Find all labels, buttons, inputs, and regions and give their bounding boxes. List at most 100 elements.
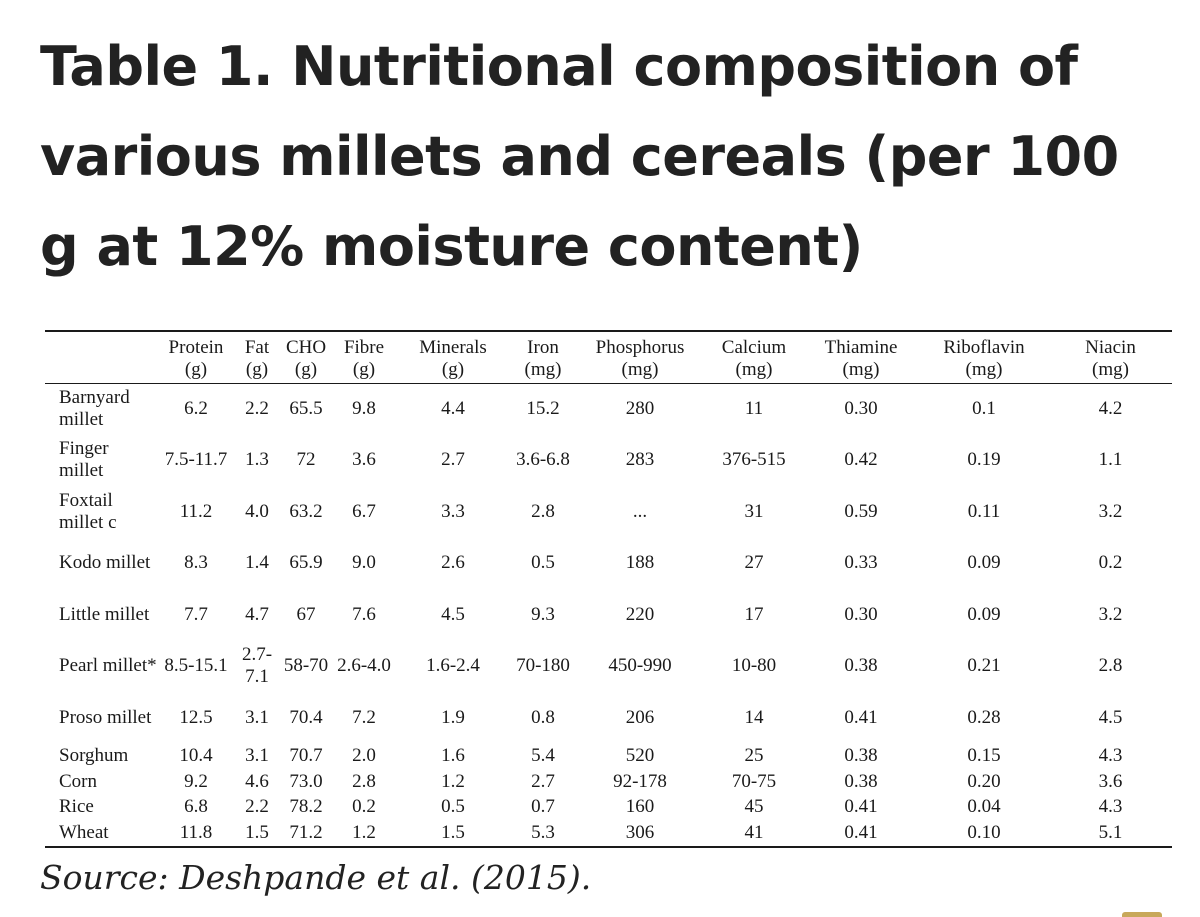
table-cell: 10-80 xyxy=(731,655,777,677)
source-citation: Source: Deshpande et al. (2015). xyxy=(40,858,592,897)
table-cell: 0.11 xyxy=(967,500,1001,522)
table-cell: 9.3 xyxy=(531,603,555,625)
table-top-rule xyxy=(45,330,1172,332)
row-label: Wheat xyxy=(59,821,109,843)
table-cell: 2.6 xyxy=(441,552,465,574)
table-cell: 3.2 xyxy=(1098,603,1123,625)
table-row: Pearl millet* 8.5-15.1 2.7-7.1 58-70 2.6-4.0… xyxy=(45,641,1172,693)
table-cell: 11.2 xyxy=(179,500,213,522)
table-cell: 0.38 xyxy=(844,655,878,677)
table-cell: 41 xyxy=(744,821,764,843)
table-cell: 70-75 xyxy=(731,770,777,792)
table-cell: 5.3 xyxy=(531,821,555,843)
column-header: Fat (g) xyxy=(244,336,270,380)
table-row: Proso millet 12.5 3.1 70.4 7.2 1.9 0.8 206 14 0.4… xyxy=(45,692,1172,744)
column-header: Niacin (mg) xyxy=(1085,336,1136,380)
table-cell: 283 xyxy=(625,449,655,471)
table-title: Table 1. Nutritional composition of vari… xyxy=(40,35,1119,278)
table-cell: 11.8 xyxy=(179,821,213,843)
table-row: Finger millet 7.5-11.7 1.3 72 3.6 2.7 3.6-6.8 2… xyxy=(45,435,1172,487)
table-cell: 0.41 xyxy=(844,706,878,728)
table-cell: 73.0 xyxy=(289,770,323,792)
table-cell: 3.2 xyxy=(1098,500,1123,522)
table-cell: 3.6-6.8 xyxy=(516,449,570,471)
table-cell: 0.09 xyxy=(967,552,1001,574)
table-cell: 0.30 xyxy=(844,397,878,419)
table-cell: 0.38 xyxy=(844,745,878,767)
table-cell: 2.8 xyxy=(352,770,376,792)
table-cell: 0.10 xyxy=(967,821,1001,843)
row-label: Finger millet xyxy=(59,438,109,482)
table-cell: 188 xyxy=(625,552,655,574)
table-cell: 12.5 xyxy=(179,706,213,728)
table-cell: 1.3 xyxy=(245,449,269,471)
table-cell: 1.2 xyxy=(352,821,376,843)
table-cell: 220 xyxy=(625,603,655,625)
table-row: Wheat 11.8 1.5 71.2 1.2 1.5 5.3 306 41 0.41 0.10 5.… xyxy=(45,820,1172,846)
table-row: Barnyard millet 6.2 2.2 65.5 9.8 4.4 15.2 280 11… xyxy=(45,383,1172,435)
table-cell: 2.8 xyxy=(531,500,555,522)
table-cell: 0.38 xyxy=(844,770,878,792)
table-cell: 306 xyxy=(625,821,655,843)
table-cell: 1.5 xyxy=(441,821,465,843)
table-cell: 3.1 xyxy=(245,706,269,728)
table-cell: 25 xyxy=(744,745,764,767)
column-header: Protein (g) xyxy=(168,336,224,380)
table-cell: 4.0 xyxy=(245,500,269,522)
table-cell: 0.30 xyxy=(844,603,878,625)
table-cell: 4.3 xyxy=(1098,796,1123,818)
table-cell: 280 xyxy=(625,397,655,419)
table-cell: 27 xyxy=(744,552,764,574)
table-cell: 17 xyxy=(744,603,764,625)
table-cell: 1.2 xyxy=(441,770,465,792)
table-cell: 0.2 xyxy=(1098,552,1123,574)
row-label: Rice xyxy=(59,796,94,818)
table-cell: 9.0 xyxy=(352,552,376,574)
table-cell: 70.7 xyxy=(289,745,323,767)
table-cell: 9.8 xyxy=(352,397,376,419)
table-cell: 4.7 xyxy=(245,603,269,625)
table-cell: 7.7 xyxy=(184,603,208,625)
table-cell: 4.4 xyxy=(441,397,465,419)
decorative-corner-mark xyxy=(1122,912,1162,917)
row-label: Little millet xyxy=(59,603,150,625)
column-header: CHO (g) xyxy=(285,336,327,380)
table-cell: 2.8 xyxy=(1098,655,1123,677)
table-cell: 8.3 xyxy=(184,552,208,574)
table-cell: 1.5 xyxy=(245,821,269,843)
table-cell: 31 xyxy=(744,500,764,522)
table-cell: 72 xyxy=(296,449,316,471)
table-cell: 1.9 xyxy=(441,706,465,728)
table-cell: 0.59 xyxy=(844,500,878,522)
table-row: Foxtail millet c 11.2 4.0 63.2 6.7 3.3 2.8... 3… xyxy=(45,486,1172,538)
column-header: Riboflavin (mg) xyxy=(943,336,1025,380)
table-cell: 45 xyxy=(744,796,764,818)
table-cell: 2.0 xyxy=(352,745,376,767)
column-header: Minerals (g) xyxy=(419,336,487,380)
column-header: Iron (mg) xyxy=(524,336,562,380)
table-row: Sorghum 10.4 3.1 70.7 2.0 1.6 5.4 520 25 0.38 0.15… xyxy=(45,744,1172,770)
table-cell: 3.1 xyxy=(245,745,269,767)
table-cell: 1.4 xyxy=(245,552,269,574)
table-cell: 7.5-11.7 xyxy=(164,449,228,471)
table-cell: 4.5 xyxy=(441,603,465,625)
table-cell: 4.6 xyxy=(245,770,269,792)
table-cell: 2.2 xyxy=(245,397,269,419)
table-cell: 0.20 xyxy=(967,770,1001,792)
table-row: Kodo millet 8.3 1.4 65.9 9.0 2.6 0.5 188 27 0.33 0… xyxy=(45,538,1172,590)
table-cell: 15.2 xyxy=(526,397,560,419)
row-label: Corn xyxy=(59,770,97,792)
row-label: Foxtail millet c xyxy=(59,489,117,533)
table-cell: 2.2 xyxy=(245,796,269,818)
table-row: Corn 9.2 4.6 73.0 2.8 1.2 2.7 92-178 70-75 0.38 0.… xyxy=(45,769,1172,795)
table-cell: 2.7-7.1 xyxy=(241,644,273,688)
table-row: Little millet 7.7 4.7 67 7.6 4.5 9.3 220 17 0.30 0… xyxy=(45,589,1172,641)
table-cell: 0.19 xyxy=(967,449,1001,471)
table-cell: 376-515 xyxy=(722,449,786,471)
table-cell: 0.28 xyxy=(967,706,1001,728)
table-cell: 63.2 xyxy=(289,500,323,522)
table-cell: 0.8 xyxy=(531,706,555,728)
table-cell: 1.6 xyxy=(441,745,465,767)
table-cell: 11 xyxy=(744,397,764,419)
table-cell: 65.5 xyxy=(289,397,323,419)
